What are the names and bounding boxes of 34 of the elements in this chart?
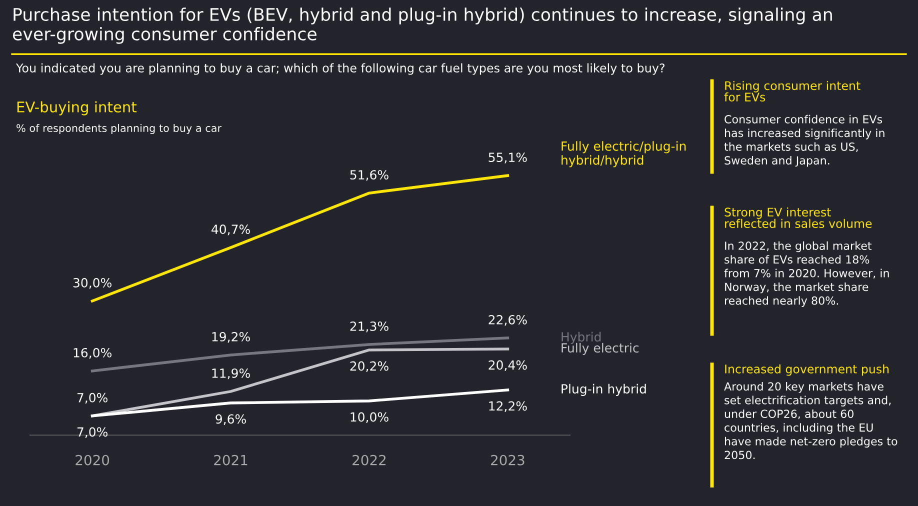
data-label: 20,4% bbox=[488, 360, 527, 372]
x-tick-label: 2022 bbox=[352, 454, 386, 466]
data-label: 40,7% bbox=[212, 224, 250, 236]
text: Strong EV interest reflected in sales volume bbox=[724, 207, 872, 228]
text: In 2022, the global market share of EVs reached 18% from 7% in 2020. However, in Norway, the market share reached nearly 80%. bbox=[724, 241, 889, 307]
data-label: 7,0% bbox=[77, 392, 108, 404]
text: Plug-in hybrid bbox=[562, 384, 646, 396]
text: EV-buying intent bbox=[17, 101, 137, 116]
chart-subtitle: You indicated you are planning to buy a car; which of the following car fuel types are you most likely to buy? bbox=[16, 63, 664, 75]
data-label: 21,3% bbox=[350, 321, 388, 332]
text: Fully electric bbox=[562, 342, 639, 356]
data-label: 19,2% bbox=[212, 332, 250, 343]
data-label: 12,2% bbox=[489, 401, 527, 412]
text: Hybrid bbox=[562, 332, 601, 344]
data-label: 9,6% bbox=[216, 414, 246, 425]
data-label: 20,2% bbox=[350, 361, 388, 372]
text: Increased government push bbox=[725, 364, 889, 376]
chart-title: Purchase intention for EVs (BEV, hybrid and plug-in hybrid) continues to increase, signaling an ever-growing consumer confidence bbox=[12, 8, 832, 44]
x-tick-label: 2023 bbox=[491, 454, 524, 466]
data-label: 10,0% bbox=[350, 412, 388, 423]
data-label: 16,0% bbox=[74, 348, 112, 359]
text: Rising consumer intent for EVs bbox=[724, 80, 860, 102]
text: Consumer confidence in EVs has increased significantly in the markets such as US, Sweden and Japan. bbox=[724, 114, 884, 167]
text: Around 20 key markets have set electrification targets and, under COP26, about 60 countries, including the EU have made net-zero pledges to 2050. bbox=[724, 382, 898, 460]
x-tick-label: 2020 bbox=[76, 454, 110, 466]
text: Fully electric/plug-in hybrid/hybrid bbox=[562, 141, 686, 168]
data-label: 22,6% bbox=[488, 314, 527, 326]
x-tick-label: 2021 bbox=[214, 454, 248, 466]
data-label: 7,0% bbox=[77, 427, 108, 438]
y-axis-title: % of respondents planning to buy a car bbox=[16, 124, 222, 134]
data-label: 30,0% bbox=[73, 278, 112, 289]
data-label: 51,6% bbox=[350, 170, 388, 181]
data-label: 55,1% bbox=[488, 152, 527, 164]
data-label: 11,9% bbox=[212, 368, 250, 380]
